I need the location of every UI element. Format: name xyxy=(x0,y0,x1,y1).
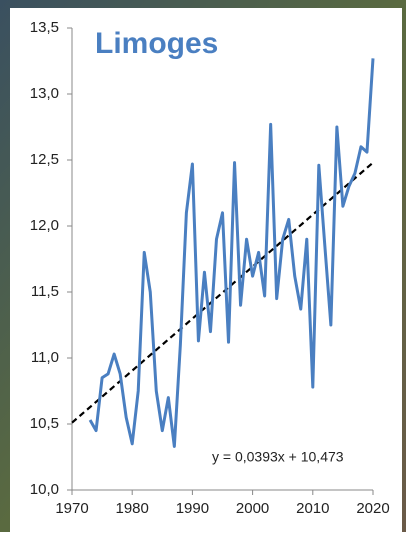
y-tick-label: 10,5 xyxy=(30,415,59,432)
y-tick-label: 12,5 xyxy=(30,151,59,168)
x-tick-label: 2000 xyxy=(236,500,269,517)
y-tick-label: 11,5 xyxy=(31,283,59,300)
x-tick-label: 1970 xyxy=(55,500,88,517)
chart: Limoges y = 0,0393x + 10,473 10,0 10,5 11,… xyxy=(0,0,406,532)
y-tick-label: 11,0 xyxy=(31,349,59,366)
y-tick-label: 13,0 xyxy=(30,85,59,102)
x-tick-label: 2010 xyxy=(296,500,329,517)
y-tick-label: 12,0 xyxy=(30,217,59,234)
chart-title: Limoges xyxy=(95,27,218,60)
trend-equation: y = 0,0393x + 10,473 xyxy=(212,449,344,465)
y-tick-label: 13,5 xyxy=(30,19,59,36)
x-tick-label: 2020 xyxy=(356,500,389,517)
x-tick-label: 1990 xyxy=(176,500,209,517)
y-tick-label: 10,0 xyxy=(30,481,59,498)
x-tick-label: 1980 xyxy=(116,500,149,517)
